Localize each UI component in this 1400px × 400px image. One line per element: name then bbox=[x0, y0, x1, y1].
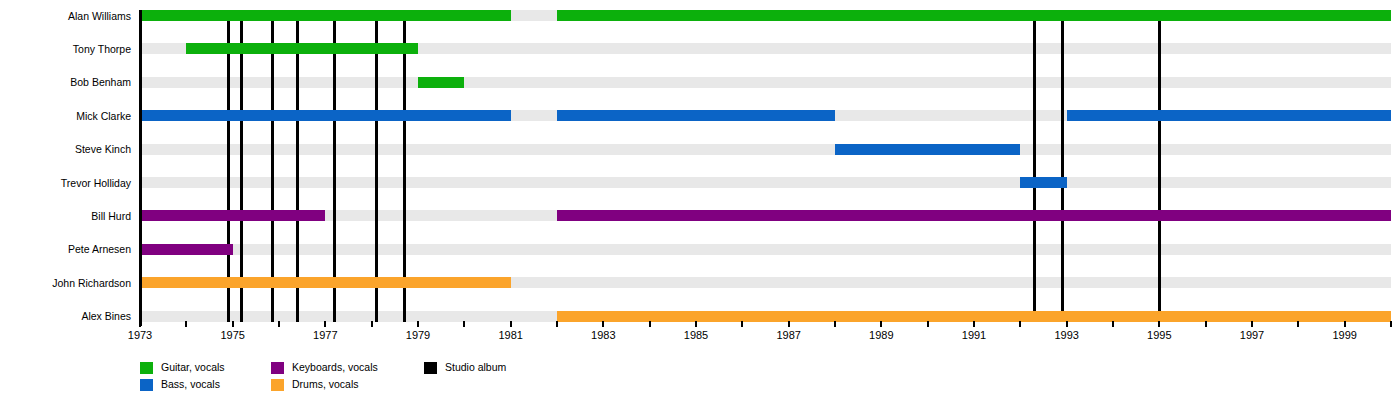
studio-album-line bbox=[333, 10, 336, 322]
member-label: Tony Thorpe bbox=[0, 43, 131, 55]
year-tick bbox=[1251, 321, 1253, 327]
legend-swatch-guitar bbox=[140, 362, 153, 374]
studio-album-line bbox=[403, 10, 406, 322]
member-tenure-bar bbox=[557, 10, 1391, 21]
legend-label: Bass, vocals bbox=[161, 378, 220, 391]
year-label: 1973 bbox=[128, 329, 152, 341]
year-tick bbox=[278, 321, 280, 327]
year-label: 1987 bbox=[776, 329, 800, 341]
member-label: Alan Williams bbox=[0, 10, 131, 22]
row-track bbox=[140, 144, 1391, 155]
member-tenure-bar bbox=[140, 10, 511, 21]
member-tenure-bar bbox=[835, 144, 1020, 155]
year-tick bbox=[556, 321, 558, 327]
legend-swatch-album bbox=[424, 362, 437, 374]
year-label: 1997 bbox=[1240, 329, 1264, 341]
row-track bbox=[140, 177, 1391, 188]
year-label: 1991 bbox=[962, 329, 986, 341]
year-tick bbox=[1158, 321, 1160, 327]
year-tick bbox=[232, 321, 234, 327]
member-tenure-bar bbox=[140, 110, 511, 121]
year-label: 1981 bbox=[498, 329, 522, 341]
row-track bbox=[140, 244, 1391, 255]
legend-label: Keyboards, vocals bbox=[292, 361, 378, 374]
year-tick bbox=[788, 321, 790, 327]
member-label: Bill Hurd bbox=[0, 210, 131, 222]
studio-album-line bbox=[240, 10, 243, 322]
member-tenure-bar bbox=[557, 110, 835, 121]
year-tick bbox=[371, 321, 373, 327]
member-label: Steve Kinch bbox=[0, 143, 131, 155]
legend-swatch-bass bbox=[140, 379, 153, 391]
member-label: Bob Benham bbox=[0, 76, 131, 88]
legend-label: Drums, vocals bbox=[292, 378, 359, 391]
member-label: Trevor Holliday bbox=[0, 177, 131, 189]
band-timeline-chart: Alan Williams Tony Thorpe Bob Benham Mick C… bbox=[0, 0, 1400, 400]
year-label: 1993 bbox=[1054, 329, 1078, 341]
studio-album-line bbox=[296, 10, 299, 322]
year-tick bbox=[834, 321, 836, 327]
year-tick bbox=[324, 321, 326, 327]
member-tenure-bar bbox=[140, 277, 511, 288]
legend-swatch-drums bbox=[271, 379, 284, 391]
year-label: 1979 bbox=[406, 329, 430, 341]
member-tenure-bar bbox=[1020, 177, 1066, 188]
legend-swatch-keyboards bbox=[271, 362, 284, 374]
year-label: 1999 bbox=[1332, 329, 1356, 341]
member-tenure-bar bbox=[418, 77, 464, 88]
legend-label: Studio album bbox=[445, 361, 506, 374]
year-tick bbox=[649, 321, 651, 327]
year-tick bbox=[1019, 321, 1021, 327]
year-tick bbox=[463, 321, 465, 327]
year-label: 1975 bbox=[220, 329, 244, 341]
year-tick bbox=[510, 321, 512, 327]
year-tick bbox=[927, 321, 929, 327]
year-tick bbox=[1297, 321, 1299, 327]
year-tick bbox=[880, 321, 882, 327]
row-track bbox=[140, 77, 1391, 88]
year-tick bbox=[1205, 321, 1207, 327]
year-tick bbox=[1344, 321, 1346, 327]
studio-album-line bbox=[1158, 10, 1161, 322]
year-tick bbox=[1112, 321, 1114, 327]
member-tenure-bar bbox=[557, 210, 1391, 221]
studio-album-line bbox=[271, 10, 274, 322]
year-tick bbox=[185, 321, 187, 327]
member-label: Mick Clarke bbox=[0, 110, 131, 122]
member-tenure-bar bbox=[1067, 110, 1391, 121]
member-tenure-bar bbox=[140, 210, 325, 221]
year-label: 1995 bbox=[1147, 329, 1171, 341]
member-label: John Richardson bbox=[0, 277, 131, 289]
legend-label: Guitar, vocals bbox=[161, 361, 225, 374]
member-label: Pete Arnesen bbox=[0, 243, 131, 255]
studio-album-line bbox=[1061, 10, 1064, 322]
year-tick bbox=[695, 321, 697, 327]
axis-line bbox=[139, 10, 142, 326]
member-tenure-bar bbox=[186, 43, 418, 54]
studio-album-line bbox=[227, 10, 230, 322]
year-tick bbox=[973, 321, 975, 327]
year-tick bbox=[1066, 321, 1068, 327]
year-label: 1985 bbox=[684, 329, 708, 341]
year-label: 1989 bbox=[869, 329, 893, 341]
year-tick bbox=[417, 321, 419, 327]
year-label: 1977 bbox=[313, 329, 337, 341]
year-label: 1983 bbox=[591, 329, 615, 341]
member-label: Alex Bines bbox=[0, 310, 131, 322]
studio-album-line bbox=[375, 10, 378, 322]
year-tick bbox=[1390, 321, 1392, 327]
studio-album-line bbox=[1033, 10, 1036, 322]
year-tick bbox=[139, 321, 141, 327]
year-tick bbox=[602, 321, 604, 327]
year-tick bbox=[741, 321, 743, 327]
member-tenure-bar bbox=[140, 244, 233, 255]
